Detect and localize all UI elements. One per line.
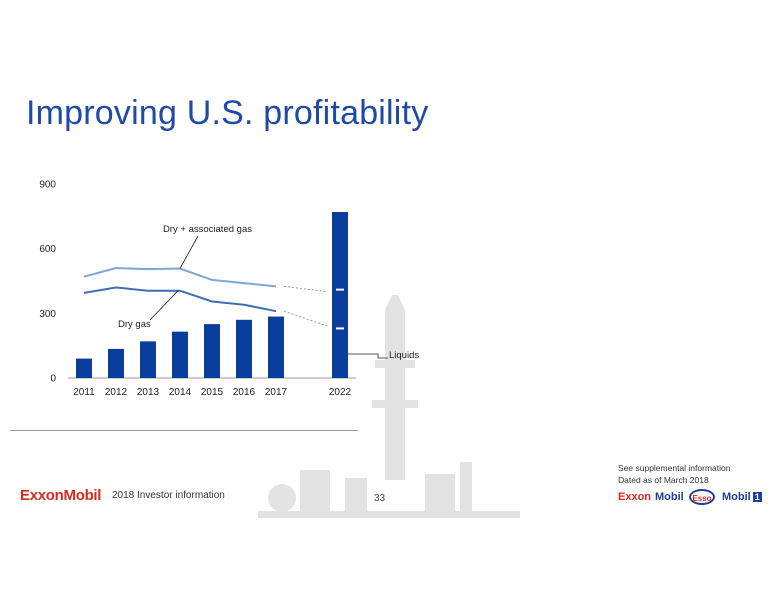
- supplemental-note: See supplemental information Dated as of…: [618, 462, 730, 486]
- supplemental-line-1: See supplemental information: [618, 463, 731, 473]
- page-title: Improving U.S. profitability: [26, 94, 429, 132]
- x-tick-label: 2011: [73, 387, 95, 398]
- ground-strip: [258, 511, 520, 518]
- rig-deck-1: [375, 360, 415, 368]
- bar-liquids: [76, 358, 92, 378]
- leader-dry-gas: [149, 290, 179, 321]
- tower-small: [460, 462, 472, 515]
- bar-liquids: [108, 348, 124, 378]
- bar-liquids: [140, 341, 156, 378]
- y-tick-label: 0: [50, 374, 56, 385]
- mobil1-logo: Mobil 1: [722, 491, 762, 503]
- bar-liquids: [172, 331, 188, 378]
- mobil1-badge: 1: [752, 492, 762, 502]
- leader-liquids: [348, 353, 388, 359]
- supplemental-line-2: Dated as of March 2018: [618, 475, 709, 485]
- bar-liquids: [332, 212, 348, 378]
- exxon-logo: Exxon: [618, 491, 652, 503]
- divider-line: [10, 430, 358, 431]
- sphere-tank: [268, 484, 296, 512]
- mobil1-text: Mobil: [722, 491, 751, 503]
- line-dry-associated-gas: [83, 267, 277, 288]
- x-tick-label: 2017: [265, 387, 288, 398]
- x-tick-label: 2022: [329, 387, 352, 398]
- bar-liquids: [268, 316, 284, 378]
- exxonmobil-logo: ExxonMobil: [20, 487, 102, 504]
- mobil-logo: Mobil: [655, 491, 684, 503]
- label-dry-gas: Dry gas: [118, 319, 151, 330]
- x-tick-label: 2015: [201, 387, 224, 398]
- brand-logos: Exxon Mobil Esso Mobil 1: [618, 489, 768, 507]
- x-tick-label: 2012: [105, 387, 128, 398]
- rig-tower: [385, 310, 405, 480]
- rig-deck-2: [372, 400, 418, 408]
- bar-liquids: [204, 324, 220, 378]
- esso-logo: Esso: [689, 489, 715, 505]
- footer-text: 2018 Investor information: [112, 490, 225, 501]
- tank-3: [425, 474, 455, 515]
- x-tick-label: 2014: [169, 387, 192, 398]
- x-tick-label: 2013: [137, 387, 160, 398]
- y-tick-label: 600: [39, 244, 56, 255]
- tank-2: [345, 478, 367, 515]
- y-tick-label: 900: [39, 180, 56, 191]
- line-dry-gas: [83, 286, 277, 313]
- label-liquids: Liquids: [389, 350, 419, 361]
- projection-dry-associated-gas: [283, 285, 329, 293]
- bar-liquids: [236, 319, 252, 378]
- y-tick-label: 300: [39, 309, 56, 320]
- page-number: 33: [374, 493, 386, 504]
- oil-rig-illustration: [258, 295, 520, 518]
- leader-dry-associated-gas: [179, 235, 199, 269]
- label-dry-associated-gas: Dry + associated gas: [163, 224, 252, 235]
- rig-top: [385, 295, 405, 310]
- projection-dry-gas: [283, 310, 329, 327]
- x-tick-label: 2016: [233, 387, 256, 398]
- tank-1: [300, 470, 330, 515]
